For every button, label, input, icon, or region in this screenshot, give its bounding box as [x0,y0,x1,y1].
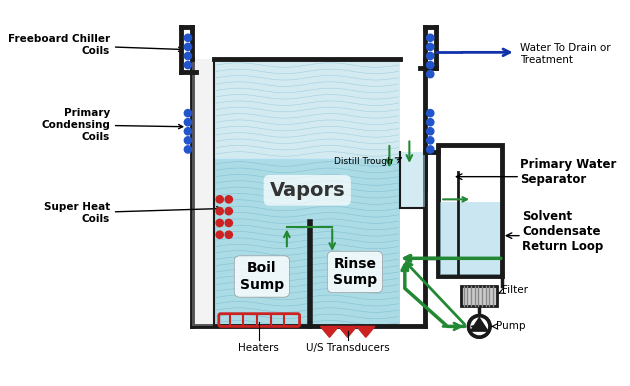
Bar [438,145,502,276]
Bar [461,286,498,306]
Text: Heaters: Heaters [238,343,279,353]
Text: Filter: Filter [502,285,528,295]
Bar [440,202,500,275]
Text: Freeboard Chiller
Coils: Freeboard Chiller Coils [8,34,183,56]
Circle shape [185,128,192,135]
Circle shape [427,52,434,59]
Polygon shape [321,327,338,337]
Circle shape [467,315,491,338]
Circle shape [185,146,192,153]
Circle shape [470,317,488,335]
Text: Boil
Sump: Boil Sump [240,261,284,291]
Text: Distill Trough: Distill Trough [335,157,393,166]
Circle shape [216,219,223,227]
Circle shape [225,231,232,239]
Circle shape [467,315,491,338]
Bar [214,59,400,159]
Circle shape [225,208,232,215]
Text: Water To Drain or
Treatment: Water To Drain or Treatment [520,43,610,65]
Circle shape [225,196,232,203]
Polygon shape [338,327,357,337]
Circle shape [185,34,192,41]
Circle shape [185,61,192,69]
Circle shape [225,219,232,227]
Circle shape [185,110,192,117]
Circle shape [216,196,223,203]
Circle shape [216,231,223,239]
Circle shape [471,318,488,335]
Polygon shape [469,317,490,332]
Text: Primary
Condensing
Coils: Primary Condensing Coils [41,108,183,142]
Circle shape [427,43,434,51]
Text: Primary Water
Separator: Primary Water Separator [520,158,616,186]
Circle shape [185,137,192,144]
Bar [400,152,425,208]
Circle shape [427,128,434,135]
Circle shape [216,208,223,215]
Circle shape [427,61,434,69]
Text: Vapors: Vapors [270,181,345,200]
Bar [192,59,214,327]
Bar [214,159,400,327]
Circle shape [185,119,192,126]
Text: Solvent
Condensate
Return Loop: Solvent Condensate Return Loop [522,210,603,252]
Text: Rinse
Sump: Rinse Sump [333,257,377,287]
Polygon shape [357,327,375,337]
Circle shape [427,34,434,41]
Text: Pump: Pump [496,322,525,332]
Circle shape [427,71,434,78]
Circle shape [427,146,434,153]
Circle shape [427,110,434,117]
Circle shape [427,137,434,144]
Circle shape [185,43,192,51]
Text: Super Heat
Coils: Super Heat Coils [43,202,221,224]
Circle shape [185,52,192,59]
Circle shape [427,119,434,126]
Text: U/S Transducers: U/S Transducers [306,343,389,353]
